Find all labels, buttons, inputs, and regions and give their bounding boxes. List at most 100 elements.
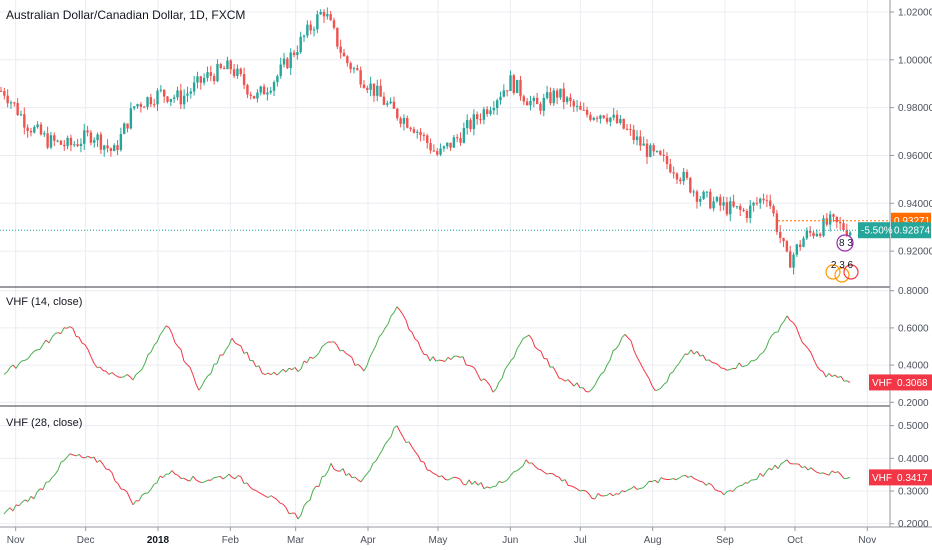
vhf14-segment — [798, 334, 803, 343]
time-scale-label[interactable]: Feb — [222, 535, 240, 546]
candle-body — [266, 92, 269, 95]
vhf14-segment — [735, 362, 740, 369]
time-scale-label[interactable]: Oct — [787, 535, 803, 546]
vhf28-segment — [801, 465, 806, 469]
price-scale-tick[interactable]: 1.02000 — [898, 7, 932, 18]
vhf28-segment — [234, 475, 239, 480]
time-scale-label[interactable]: Mar — [287, 535, 305, 546]
candle-body — [439, 148, 442, 155]
event-marker-bottom[interactable]: 2 3 6 — [831, 260, 854, 271]
price-scale-tick[interactable]: 0.5000 — [898, 421, 929, 432]
event-marker-circle-4[interactable] — [843, 264, 859, 280]
time-scale-label[interactable]: 2018 — [147, 535, 170, 546]
event-marker-circle-3[interactable] — [834, 267, 850, 283]
candle-body — [352, 68, 356, 70]
vhf28-segment — [639, 487, 644, 489]
vhf28-segment — [552, 473, 557, 477]
vhf28-segment — [588, 493, 593, 499]
candle-body — [492, 108, 496, 111]
vhf28-segment — [627, 488, 632, 491]
vhf14-segment — [201, 379, 206, 386]
time-scale-label[interactable]: Sep — [716, 535, 734, 546]
event-markers[interactable]: 8 3 2 3 6 — [825, 234, 859, 283]
price-scale-tick[interactable]: 0.4000 — [898, 454, 929, 465]
event-marker-top[interactable]: 8 3 — [839, 238, 853, 249]
candle-body — [575, 105, 579, 107]
candle-body — [86, 130, 89, 133]
candle-body — [489, 110, 492, 115]
vhf14-segment — [399, 310, 404, 316]
price-candles[interactable] — [0, 7, 852, 275]
candle-body — [16, 103, 19, 115]
candle-body — [422, 135, 426, 137]
candle-body — [182, 95, 186, 105]
vhf28-segment — [375, 455, 380, 462]
price-scale-tick[interactable]: 0.92000 — [898, 247, 932, 258]
vhf14-segment — [552, 366, 557, 373]
vhf28-segment — [69, 453, 74, 456]
vhf14-segment — [744, 364, 749, 367]
event-marker-circle-1[interactable] — [836, 234, 854, 252]
price-scale[interactable]: 1.02000 1.00000 0.98000 0.96000 0.94000 0.920… — [890, 7, 932, 530]
vhf14-segment — [102, 370, 107, 372]
vhf14-segment — [480, 378, 485, 382]
vhf28-segment — [711, 484, 716, 490]
vhf14-segment — [6, 367, 11, 373]
vhf14-segment — [216, 354, 221, 364]
candle-body — [63, 144, 66, 147]
time-scale-label[interactable]: Nov — [858, 535, 876, 546]
price-scale-tick[interactable]: 0.96000 — [898, 151, 932, 162]
price-scale-tick[interactable]: 0.94000 — [898, 199, 932, 210]
time-scale-label[interactable]: Dec — [77, 535, 95, 546]
candle-body — [848, 232, 852, 236]
vhf28-segment — [294, 512, 299, 520]
candle-body — [752, 202, 755, 206]
vhf14-segment — [276, 371, 281, 376]
candle-body — [818, 233, 822, 236]
time-scale[interactable]: Nov Dec 2018 Feb Mar Apr May Jun Jul Aug Sep Oct Nov — [7, 527, 876, 546]
vhf14-segment — [567, 379, 572, 384]
vhf28-segment — [729, 490, 734, 492]
vhf14-segment — [630, 340, 635, 351]
vhf28-segment — [555, 475, 560, 478]
vhf14-segment — [153, 341, 158, 346]
vhf14-segment — [267, 372, 272, 376]
price-scale-tick[interactable]: 0.2000 — [898, 519, 929, 530]
vhf28-segment — [435, 474, 440, 478]
vhf28-segment — [303, 501, 308, 507]
time-scale-label[interactable]: Aug — [644, 535, 662, 546]
price-scale-tick[interactable]: 0.4000 — [898, 361, 929, 372]
time-scale-label[interactable]: Jul — [574, 535, 587, 546]
time-scale-label[interactable]: Jun — [502, 535, 518, 546]
vhf14-segment — [174, 342, 179, 347]
vhf14-segment — [222, 349, 227, 356]
vhf14-segment — [297, 368, 302, 372]
candle-body — [336, 27, 339, 47]
event-marker-circle-2[interactable] — [825, 264, 841, 280]
time-scale-label[interactable]: May — [429, 535, 448, 546]
candle-body — [406, 118, 409, 128]
vhf28-title[interactable]: VHF (28, close) — [6, 417, 82, 429]
candle-body — [186, 93, 189, 96]
vhf14-line[interactable] — [3, 306, 851, 393]
vhf14-segment — [546, 358, 551, 368]
price-scale-tick[interactable]: 0.98000 — [898, 103, 932, 114]
price-scale-tick[interactable]: 0.2000 — [898, 398, 929, 409]
price-scale-tick[interactable]: 0.8000 — [898, 286, 929, 297]
candle-body — [739, 206, 742, 210]
price-scale-tick[interactable]: 0.3000 — [898, 487, 929, 498]
price-scale-tick[interactable]: 1.00000 — [898, 55, 932, 66]
vhf14-segment — [660, 383, 665, 389]
time-scale-label[interactable]: Nov — [7, 535, 25, 546]
vhf28-line[interactable] — [3, 425, 851, 520]
candle-body — [396, 108, 399, 119]
candle-body — [426, 135, 429, 144]
price-scale-tick[interactable]: 0.6000 — [898, 323, 929, 334]
vhf28-segment — [753, 478, 758, 481]
candle-body — [416, 131, 419, 133]
vhf14-title[interactable]: VHF (14, close) — [6, 296, 82, 308]
time-scale-label[interactable]: Apr — [360, 535, 376, 546]
vhf14-segment — [678, 358, 683, 364]
candle-body — [372, 83, 376, 96]
